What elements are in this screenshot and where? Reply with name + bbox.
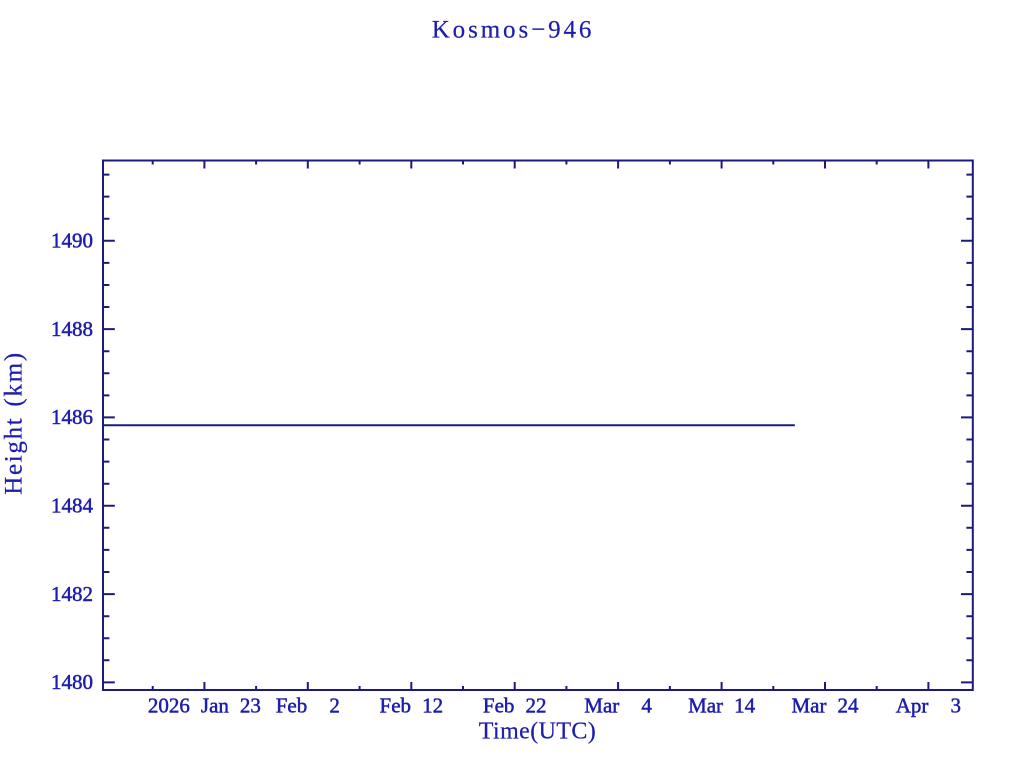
svg-text:Time(UTC): Time(UTC)	[479, 719, 596, 745]
svg-text:1490: 1490	[51, 229, 93, 253]
svg-text:1486: 1486	[51, 405, 93, 429]
svg-text:Mar 24: Mar 24	[791, 693, 859, 717]
svg-text:Height (km): Height (km)	[1, 351, 28, 495]
svg-text:1482: 1482	[51, 582, 93, 606]
svg-text:1488: 1488	[51, 317, 93, 341]
svg-text:Feb 2: Feb 2	[276, 693, 340, 717]
svg-text:1484: 1484	[51, 494, 94, 518]
svg-text:Apr 3: Apr 3	[896, 693, 961, 717]
svg-text:Mar 14: Mar 14	[688, 693, 756, 717]
svg-text:1480: 1480	[51, 670, 93, 694]
svg-text:2026 Jan 23: 2026 Jan 23	[148, 693, 261, 717]
svg-text:Feb 12: Feb 12	[380, 693, 444, 717]
svg-text:Feb 22: Feb 22	[483, 693, 547, 717]
svg-text:Kosmos−946: Kosmos−946	[432, 17, 595, 44]
svg-text:Mar 4: Mar 4	[584, 693, 652, 717]
